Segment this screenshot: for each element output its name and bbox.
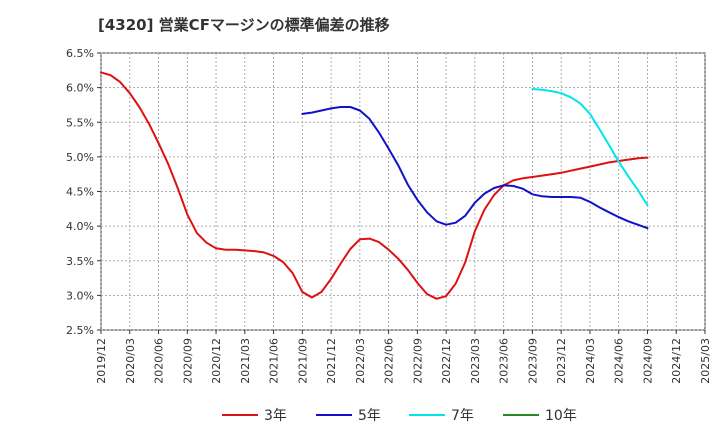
x-tick-label: 2021/09 xyxy=(296,338,309,384)
y-tick-label: 4.0% xyxy=(66,220,94,233)
x-tick-label: 2020/12 xyxy=(210,338,223,384)
y-axis: 6.5% 6.0% 5.5% 5.0% 4.5% 4.0% 3.5% 3.0% 2.5% xyxy=(66,47,101,337)
y-tick-label: 3.0% xyxy=(66,289,94,302)
x-axis: 2019/12 2020/03 2020/06 2020/09 2020/12 2021/… xyxy=(95,330,712,384)
x-tick-label: 2021/06 xyxy=(268,338,281,384)
x-tick-label: 2024/03 xyxy=(584,338,597,384)
y-tick-label: 5.0% xyxy=(66,151,94,164)
x-tick-label: 2021/12 xyxy=(325,338,338,384)
x-tick-label: 2025/03 xyxy=(699,338,712,384)
grid-lines xyxy=(100,52,706,331)
x-tick-label: 2022/06 xyxy=(383,338,396,384)
legend-label-3年: 3年 xyxy=(264,408,287,424)
y-tick-label: 6.0% xyxy=(66,82,94,95)
legend-label-10年: 10年 xyxy=(545,408,577,424)
x-tick-label: 2024/06 xyxy=(613,338,626,384)
legend: 3年 5年 7年 10年 xyxy=(222,408,577,424)
x-tick-label: 2024/12 xyxy=(670,338,683,384)
y-tick-label: 5.5% xyxy=(66,116,94,129)
series-line-5年 xyxy=(301,106,649,230)
series-line-3年 xyxy=(100,71,649,300)
x-tick-label: 2022/12 xyxy=(440,338,453,384)
x-tick-label: 2019/12 xyxy=(95,338,108,384)
legend-label-7年: 7年 xyxy=(451,408,474,424)
x-tick-label: 2023/06 xyxy=(498,338,511,384)
x-tick-label: 2020/03 xyxy=(124,338,137,384)
chart-title: [4320] 営業CFマージンの標準偏差の推移 xyxy=(98,16,390,34)
y-tick-label: 4.5% xyxy=(66,186,94,199)
legend-label-5年: 5年 xyxy=(358,408,381,424)
x-tick-label: 2020/09 xyxy=(181,338,194,384)
x-tick-label: 2023/12 xyxy=(555,338,568,384)
x-tick-label: 2023/03 xyxy=(469,338,482,384)
y-tick-label: 2.5% xyxy=(66,324,94,337)
y-tick-label: 3.5% xyxy=(66,255,94,268)
y-tick-label: 6.5% xyxy=(66,47,94,60)
x-tick-label: 2020/06 xyxy=(153,338,166,384)
x-tick-label: 2021/03 xyxy=(239,338,252,384)
series-lines xyxy=(100,71,649,300)
x-tick-label: 2024/09 xyxy=(641,338,654,384)
x-tick-label: 2022/03 xyxy=(354,338,367,384)
series-line-7年 xyxy=(531,88,649,207)
x-tick-label: 2023/09 xyxy=(526,338,539,384)
x-tick-label: 2022/09 xyxy=(411,338,424,384)
